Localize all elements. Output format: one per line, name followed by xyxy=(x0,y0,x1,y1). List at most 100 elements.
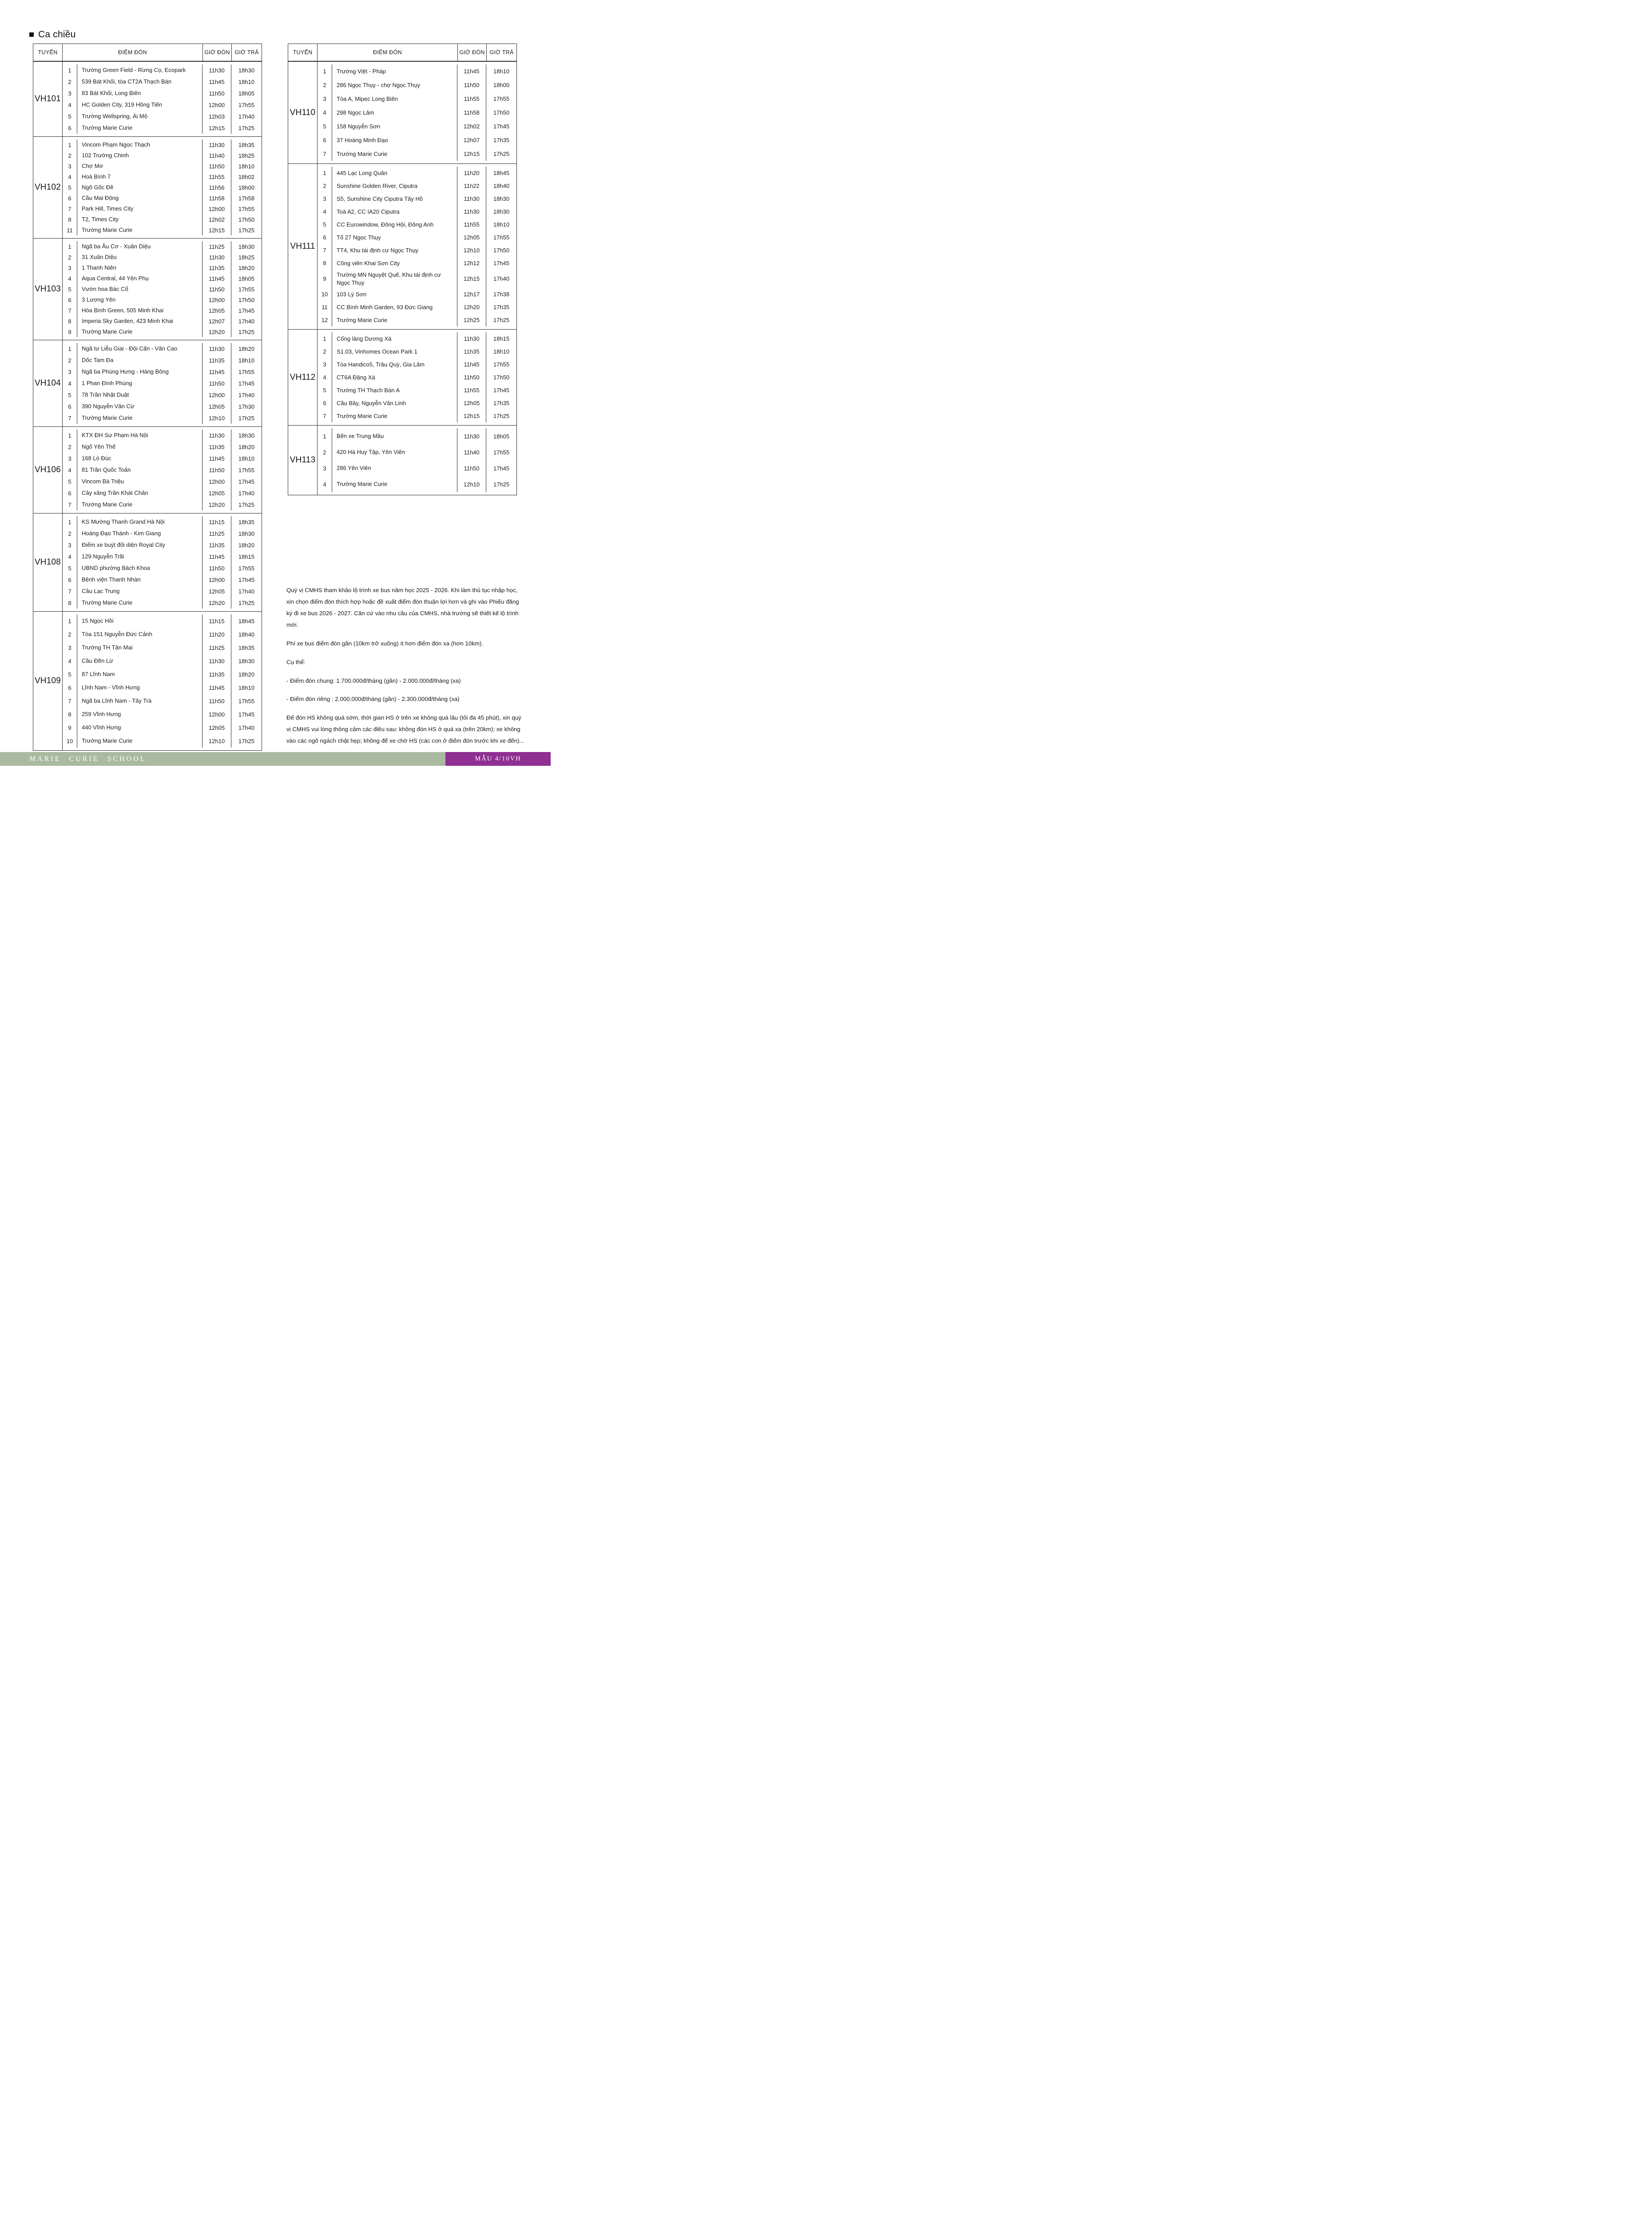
footer-template-badge: MẪU 4/10VH xyxy=(445,752,551,766)
dropoff-time-cell: 17h45 xyxy=(238,380,255,387)
table-row: 1 KS Mường Thanh Grand Hà Nội 11h15 18h35 xyxy=(63,513,262,528)
dropoff-time-cell: 17h50 xyxy=(493,247,510,254)
stop-number-cell: 6 xyxy=(63,122,77,134)
dropoff-time-cell: 17h55 xyxy=(238,466,255,474)
pickup-time-cell: 11h30 xyxy=(203,654,231,668)
pickup-time-cell: 12h20 xyxy=(457,301,486,314)
stop-number-cell: 10 xyxy=(318,288,332,301)
table-row: 1 445 Lạc Long Quân 11h20 18h45 xyxy=(318,164,516,179)
stop-name-cell: Trường Marie Curie xyxy=(77,597,203,609)
stop-name-cell: Trường Marie Curie xyxy=(332,147,457,161)
pickup-time-cell: 12h15 xyxy=(457,270,486,288)
note-paragraph: Phí xe bus điểm đón gần (10km trở xuống)… xyxy=(286,640,484,647)
table-row: 6 Trường Marie Curie 12h15 17h25 xyxy=(63,122,262,136)
dropoff-time-cell: 18h00 xyxy=(493,82,510,88)
dropoff-time-cell: 17h25 xyxy=(493,151,510,157)
route-group: VH110 1 Trường Việt - Pháp 11h45 18h10 2 286 N… xyxy=(288,62,516,163)
pickup-time-cell: 11h30 xyxy=(203,343,231,354)
stop-name-cell: 286 Yên Viên xyxy=(332,460,457,477)
dropoff-time-cell: 18h15 xyxy=(493,335,510,342)
stop-number-cell: 7 xyxy=(63,203,77,214)
stop-name-cell: S1.03, Vinhomes Ocean Park 1 xyxy=(332,345,457,358)
pickup-time-cell: 11h30 xyxy=(457,192,486,205)
pickup-time-cell: 11h30 xyxy=(203,139,231,150)
stop-number-cell: 2 xyxy=(318,444,332,461)
dropoff-time-cell: 18h10 xyxy=(238,357,255,364)
pickup-time-cell: 11h55 xyxy=(457,384,486,397)
stop-name-cell: 445 Lạc Long Quân xyxy=(332,167,457,179)
stop-number-cell: 4 xyxy=(63,551,77,562)
pickup-time-cell: 11h50 xyxy=(203,694,231,708)
stop-number-cell: 4 xyxy=(63,273,77,284)
stop-name-cell: T2, Times City xyxy=(77,214,203,225)
stop-name-cell: 259 Vĩnh Hưng xyxy=(77,708,203,721)
stop-number-cell: 6 xyxy=(63,681,77,694)
table-row: 2 S1.03, Vinhomes Ocean Park 1 11h35 18h10 xyxy=(318,345,516,358)
table-row: 5 UBND phường Bách Khoa 11h50 17h55 xyxy=(63,562,262,574)
stop-number-cell: 8 xyxy=(63,214,77,225)
stop-name-cell: Trường Marie Curie xyxy=(77,326,203,337)
table-row: 5 Trường TH Thạch Bàn A 11h55 17h45 xyxy=(318,384,516,397)
pickup-time-cell: 11h50 xyxy=(203,464,231,476)
col-header-stop: ĐIỂM ĐÓN xyxy=(317,44,457,61)
stop-number-cell: 1 xyxy=(318,64,332,78)
table-row: 2 420 Hà Huy Tập, Yên Viên 11h40 17h55 xyxy=(318,444,516,461)
stop-number-cell: 3 xyxy=(63,263,77,273)
dropoff-time-cell: 17h45 xyxy=(238,307,255,314)
col-header-stop: ĐIỂM ĐÓN xyxy=(62,44,203,61)
dropoff-time-cell: 18h20 xyxy=(238,264,255,271)
stop-number-cell: 10 xyxy=(63,734,77,748)
table-row: 7 Ngã ba Lĩnh Nam - Tây Trà 11h50 17h55 xyxy=(63,694,262,708)
dropoff-time-cell: 17h25 xyxy=(238,124,255,131)
pickup-time-cell: 11h30 xyxy=(457,428,486,445)
stop-name-cell: Ngã ba Lĩnh Nam - Tây Trà xyxy=(77,694,203,708)
pickup-time-cell: 12h20 xyxy=(203,597,231,609)
dropoff-time-cell: 18h35 xyxy=(238,644,255,651)
dropoff-time-cell: 18h30 xyxy=(238,243,255,250)
stop-number-cell: 6 xyxy=(63,574,77,585)
table-row: 3 Trường TH Tân Mai 11h25 18h35 xyxy=(63,641,262,654)
stop-name-cell: Vincom Bà Triệu xyxy=(77,476,203,487)
table-row: 8 259 Vĩnh Hưng 12h00 17h45 xyxy=(63,708,262,721)
dropoff-time-cell: 17h38 xyxy=(493,291,510,298)
pickup-time-cell: 11h45 xyxy=(203,76,231,88)
stop-number-cell: 2 xyxy=(318,179,332,192)
dropoff-time-cell: 17h50 xyxy=(238,296,255,303)
table-row: 8 T2, Times City 12h02 17h50 xyxy=(63,214,262,225)
table-row: 6 Tổ 27 Ngọc Thụy 12h05 17h55 xyxy=(318,231,516,244)
pickup-time-cell: 12h05 xyxy=(203,305,231,316)
dropoff-time-cell: 18h10 xyxy=(238,455,255,462)
table-row: 3 286 Yên Viên 11h50 17h45 xyxy=(318,460,516,477)
stop-name-cell: Ngã ba Âu Cơ - Xuân Diệu xyxy=(77,241,203,252)
dropoff-time-cell: 17h50 xyxy=(493,109,510,116)
stop-number-cell: 1 xyxy=(63,614,77,628)
stop-number-cell: 5 xyxy=(63,562,77,574)
stop-number-cell: 1 xyxy=(63,343,77,354)
dropoff-time-cell: 18h25 xyxy=(238,254,255,261)
table-row: 9 Trường MN Nguyệt Quế, Khu tái định cư N… xyxy=(318,270,516,288)
stop-number-cell: 9 xyxy=(318,270,332,288)
stop-number-cell: 8 xyxy=(63,597,77,609)
stop-name-cell: 168 Lò Đúc xyxy=(77,453,203,464)
dropoff-time-cell: 17h55 xyxy=(238,101,255,108)
stop-name-cell: 420 Hà Huy Tập, Yên Viên xyxy=(332,444,457,461)
stop-name-cell: Trường Marie Curie xyxy=(77,122,203,134)
pickup-time-cell: 11h50 xyxy=(457,371,486,384)
dropoff-time-cell: 17h30 xyxy=(238,403,255,410)
stop-name-cell: Hòa Bình Green, 505 Minh Khai xyxy=(77,305,203,316)
table-row: 5 Vườn hoa Bác Cổ 11h50 17h55 xyxy=(63,284,262,295)
document-page: Ca chiều TUYẾN ĐIỂM ĐÓN GIỜ ĐÓN GIỜ TRẢ … xyxy=(0,0,551,779)
dropoff-time-cell: 18h02 xyxy=(238,173,255,180)
pickup-time-cell: 11h45 xyxy=(457,64,486,78)
col-header-pickup: GIỜ ĐÓN xyxy=(457,44,486,61)
pickup-time-cell: 11h50 xyxy=(203,161,231,171)
table-row: 5 Trường Wellspring, Ái Mộ 12h03 17h40 xyxy=(63,111,262,122)
section-title: Ca chiều xyxy=(29,29,75,40)
stop-number-cell: 5 xyxy=(318,119,332,133)
route-stops: 1 KTX ĐH Sư Phạm Hà Nội 11h30 18h30 2 Ngõ Yên… xyxy=(63,427,262,513)
route-code: VH104 xyxy=(33,340,63,426)
table-row: 8 Trường Marie Curie 12h20 17h25 xyxy=(63,597,262,611)
dropoff-time-cell: 17h55 xyxy=(238,286,255,293)
route-stops: 1 Ngã tư Liễu Giai - Đội Cấn - Văn Cao 11h… xyxy=(63,340,262,426)
